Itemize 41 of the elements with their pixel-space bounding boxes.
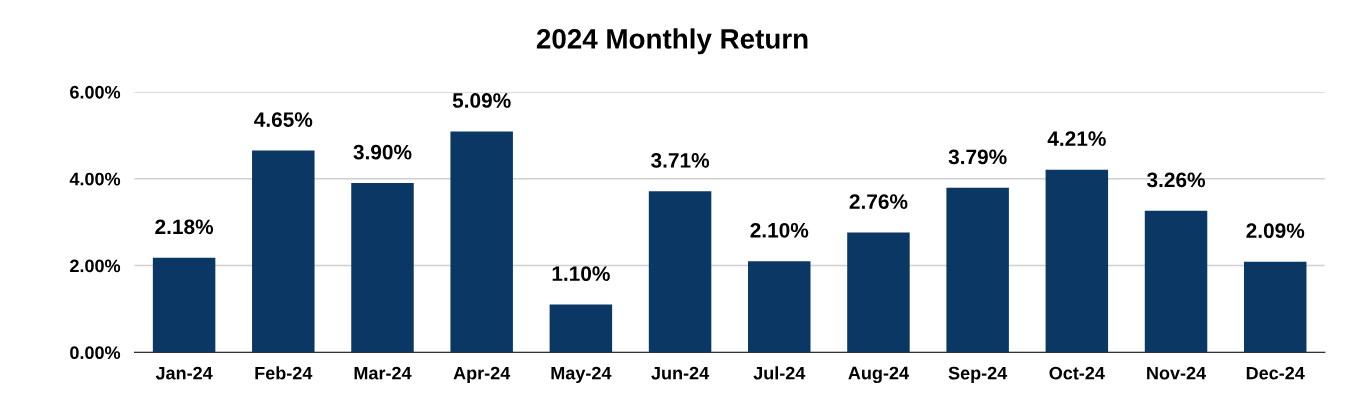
x-tick-label: Jun-24 — [651, 366, 710, 380]
x-tick-label: Jan-24 — [155, 366, 213, 380]
chart-title: 2024 Monthly Return — [536, 28, 808, 55]
x-tick-label: Sep-24 — [948, 366, 1008, 384]
bar — [549, 304, 613, 353]
data-label: 2.18% — [155, 219, 214, 235]
x-tick-label: Dec-24 — [1246, 366, 1305, 380]
data-label: 3.71% — [651, 153, 710, 168]
y-tick-label: 2.00% — [70, 259, 121, 273]
x-tick-label: Feb-24 — [255, 366, 313, 380]
x-tick-label: Apr-24 — [453, 366, 511, 384]
x-tick-label: Oct-24 — [1049, 366, 1105, 380]
bar — [847, 232, 910, 353]
bar — [1243, 261, 1307, 353]
x-tick-label: Aug-24 — [848, 366, 909, 384]
y-tick-label: 4.00% — [69, 172, 121, 186]
bar — [748, 261, 811, 353]
bar — [450, 131, 513, 353]
x-tick-label: Jul-24 — [753, 366, 806, 380]
data-label: 4.21% — [1047, 131, 1106, 147]
data-label: 3.90% — [353, 144, 412, 160]
x-tick-label: Mar-24 — [354, 366, 412, 380]
x-tick-label: Nov-24 — [1147, 366, 1207, 380]
data-label: 2.76% — [849, 194, 908, 209]
data-label: 3.26% — [1146, 172, 1206, 188]
bar — [648, 191, 712, 353]
data-label: 3.79% — [948, 149, 1007, 165]
y-tick-label: 6.00% — [70, 85, 121, 99]
data-label: 4.65% — [254, 112, 313, 127]
data-label: 1.10% — [552, 266, 610, 282]
bar — [152, 257, 216, 353]
bar — [946, 187, 1009, 353]
x-tick-label: May-24 — [551, 366, 612, 384]
data-label: 2.10% — [750, 222, 809, 238]
data-label: 5.09% — [452, 93, 511, 108]
y-tick-label: 0.00% — [70, 346, 121, 360]
bar — [1045, 169, 1109, 353]
data-label: 2.09% — [1246, 223, 1305, 239]
bar — [351, 183, 414, 353]
bar — [1144, 210, 1208, 353]
bar — [252, 150, 315, 353]
